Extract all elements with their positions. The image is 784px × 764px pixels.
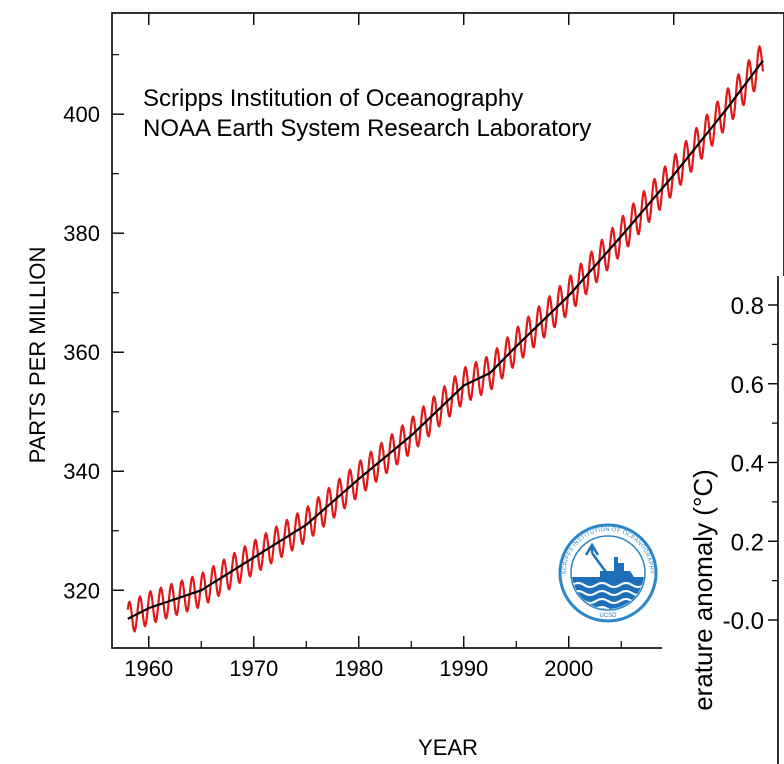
y-axis-ticks: 320 340 360 380 400 [63, 102, 124, 603]
series-trend-co2 [127, 59, 764, 620]
y-minor-ticks [112, 54, 119, 532]
second-y-tick-label: 0.8 [731, 293, 764, 320]
scripps-ucsd-seal-logo: SCRIPPS INSTITUTION OF OCEANOGRAPHY UCSD [558, 523, 658, 623]
x-tick-label: 1980 [334, 656, 383, 681]
second-y-tick-label: -0.0 [723, 608, 764, 635]
x-axis-label: YEAR [418, 735, 478, 760]
y-axis-label: PARTS PER MILLION [25, 247, 50, 464]
annotation-noaa: NOAA Earth System Research Laboratory [143, 115, 591, 142]
y-tick-label: 320 [63, 578, 100, 603]
second-y-axis-ticks: 0.8 0.6 0.4 0.2 -0.0 [723, 293, 778, 635]
x-tick-label: 2000 [544, 656, 593, 681]
x-tick-label: 1960 [124, 656, 173, 681]
x-tick-label: 1990 [439, 656, 488, 681]
y-tick-label: 380 [63, 221, 100, 246]
seal-bottom-text: UCSD [599, 613, 617, 619]
x-tick-label: 1970 [229, 656, 278, 681]
temperature-anomaly-chart: 0.8 0.6 0.4 0.2 -0.0 erature anomaly (°C) [662, 276, 784, 764]
second-y-tick-label: 0.2 [731, 529, 764, 556]
second-y-axis-label: erature anomaly (°C) [688, 469, 718, 711]
second-plot-background [662, 276, 784, 764]
y-tick-label: 400 [63, 102, 100, 127]
annotation-scripps: Scripps Institution of Oceanography [143, 85, 523, 112]
plot-frame [111, 12, 784, 649]
second-y-tick-label: 0.6 [731, 372, 764, 399]
y-tick-label: 340 [63, 459, 100, 484]
y-tick-label: 360 [63, 340, 100, 365]
second-y-tick-label: 0.4 [731, 451, 764, 478]
